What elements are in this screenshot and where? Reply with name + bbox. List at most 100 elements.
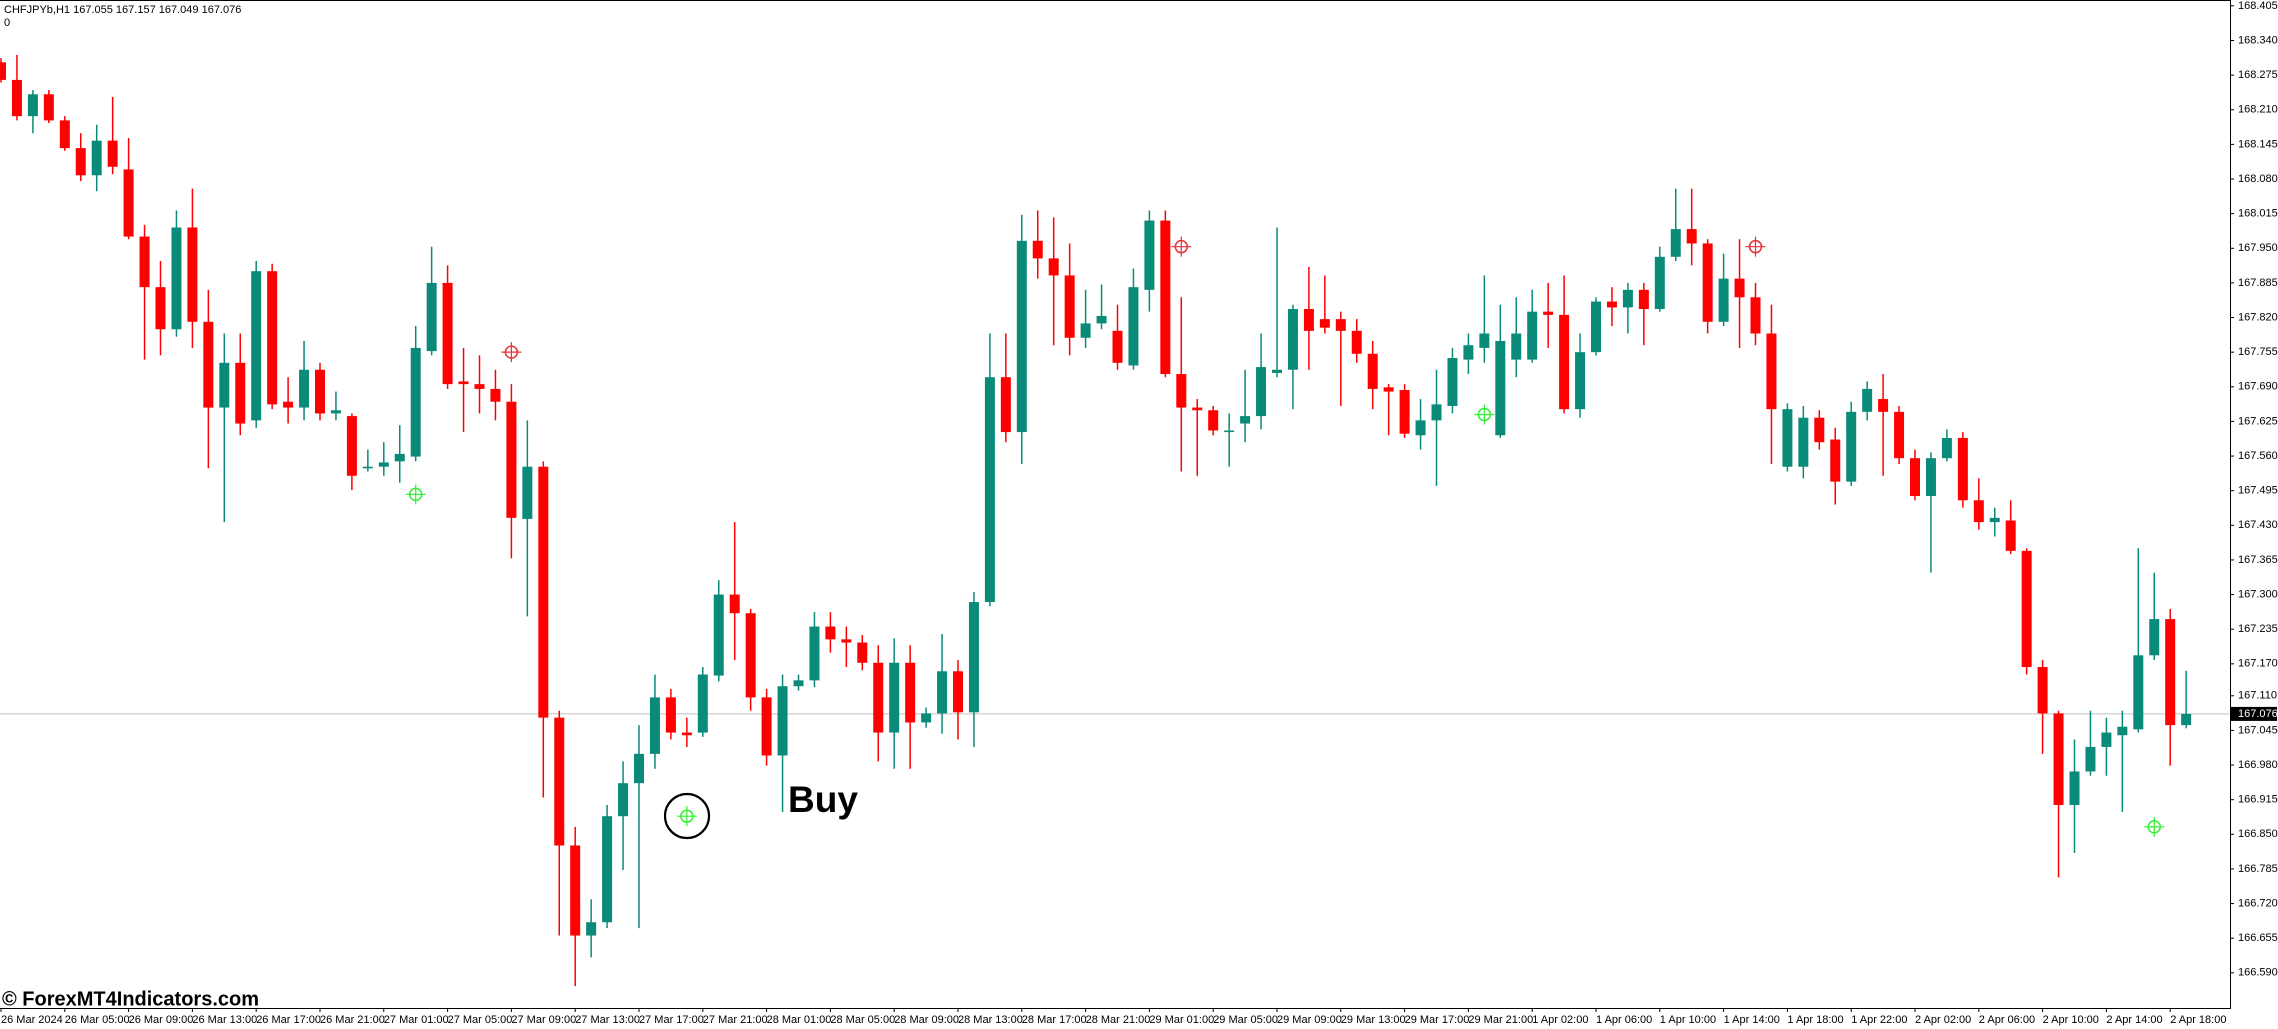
candle-body bbox=[1798, 417, 1809, 467]
candle-body bbox=[1527, 311, 1538, 360]
candle-body bbox=[857, 642, 868, 663]
candle-body bbox=[873, 662, 884, 733]
y-tick-label: 168.405 bbox=[2238, 0, 2278, 12]
x-tick-label: 1 Apr 18:00 bbox=[1787, 1014, 1843, 1026]
annotation-circle bbox=[663, 792, 711, 840]
candle-body bbox=[665, 697, 676, 733]
candle-body bbox=[522, 466, 533, 519]
candle-body bbox=[1957, 437, 1968, 501]
annotation: Buy bbox=[788, 779, 858, 820]
plot-layer bbox=[0, 5, 2234, 1012]
candle-body bbox=[330, 410, 341, 414]
x-tick-label: 28 Mar 09:00 bbox=[894, 1014, 959, 1026]
candle-body bbox=[905, 662, 916, 723]
candle-body bbox=[506, 401, 517, 518]
candle-body bbox=[299, 369, 310, 408]
y-tick-label: 166.590 bbox=[2238, 967, 2278, 979]
candle-body bbox=[378, 462, 389, 467]
y-tick-label: 168.145 bbox=[2238, 138, 2278, 150]
candle-body bbox=[1654, 256, 1665, 310]
candle-body bbox=[1878, 399, 1889, 412]
x-tick-label: 2 Apr 14:00 bbox=[2106, 1014, 2162, 1026]
candle-body bbox=[1240, 416, 1251, 424]
candle-body bbox=[2053, 713, 2064, 806]
x-tick-label: 29 Mar 01:00 bbox=[1149, 1014, 1214, 1026]
candle-body bbox=[586, 922, 597, 936]
candle-body bbox=[809, 626, 820, 681]
x-tick-label: 26 Mar 2024 bbox=[1, 1014, 63, 1026]
x-tick-label: 1 Apr 10:00 bbox=[1660, 1014, 1716, 1026]
y-tick-label: 166.720 bbox=[2238, 897, 2278, 909]
x-tick-label: 27 Mar 09:00 bbox=[511, 1014, 576, 1026]
candle-body bbox=[745, 613, 756, 698]
x-tick-label: 1 Apr 14:00 bbox=[1724, 1014, 1780, 1026]
candle-body bbox=[283, 401, 294, 408]
candle-body bbox=[2037, 667, 2048, 714]
candle-body bbox=[602, 816, 613, 923]
candle-body bbox=[1319, 319, 1330, 328]
symbol: CHFJPYb,H1 bbox=[4, 4, 70, 16]
y-tick-label: 166.980 bbox=[2238, 759, 2278, 771]
candle-body bbox=[171, 227, 182, 330]
candle-body bbox=[1080, 323, 1091, 338]
candle-body bbox=[1048, 258, 1059, 276]
candle-body bbox=[315, 369, 325, 414]
candle-body bbox=[1335, 319, 1346, 331]
candle-body bbox=[1622, 289, 1633, 308]
candle-body bbox=[1894, 411, 1905, 459]
candle-body bbox=[968, 602, 979, 713]
candle-body bbox=[187, 227, 198, 322]
candle-body bbox=[1559, 314, 1570, 410]
y-tick-label: 168.340 bbox=[2238, 34, 2278, 46]
y-tick-label: 167.950 bbox=[2238, 242, 2278, 254]
candle-body bbox=[1192, 407, 1203, 411]
candle-body bbox=[1766, 333, 1777, 410]
indicator-label: 0 bbox=[4, 17, 10, 29]
y-tick-label: 167.235 bbox=[2238, 623, 2278, 635]
candle-body bbox=[1447, 358, 1458, 406]
x-tick-label: 26 Mar 21:00 bbox=[320, 1014, 385, 1026]
x-tick-label: 1 Apr 22:00 bbox=[1851, 1014, 1907, 1026]
candle-body bbox=[91, 140, 102, 176]
candle-body bbox=[1782, 409, 1793, 467]
current-price-box bbox=[2231, 706, 2277, 721]
x-tick-label: 29 Mar 13:00 bbox=[1341, 1014, 1406, 1026]
candle-body bbox=[59, 120, 70, 149]
candle-body bbox=[1224, 430, 1235, 433]
candle-body bbox=[1351, 330, 1362, 354]
candle-body bbox=[1287, 309, 1298, 370]
candle-body bbox=[2069, 771, 2080, 806]
candle-body bbox=[1814, 417, 1825, 443]
candle-body bbox=[2133, 655, 2144, 730]
candle-body bbox=[1941, 437, 1952, 459]
candle-body bbox=[937, 671, 948, 714]
candle-body bbox=[2021, 550, 2032, 668]
candle-body bbox=[1367, 353, 1378, 389]
x-tick-label: 1 Apr 02:00 bbox=[1532, 1014, 1588, 1026]
y-tick-label: 166.850 bbox=[2238, 828, 2278, 840]
x-tick-label: 29 Mar 17:00 bbox=[1405, 1014, 1470, 1026]
y-tick-label: 167.495 bbox=[2238, 485, 2278, 497]
y-tick-label: 167.820 bbox=[2238, 311, 2278, 323]
candle-body bbox=[777, 686, 788, 756]
candle-body bbox=[1144, 220, 1155, 290]
y-tick-label: 167.110 bbox=[2238, 690, 2277, 702]
candle-body bbox=[729, 594, 740, 614]
candle-body bbox=[953, 671, 963, 713]
candle-body bbox=[490, 388, 501, 402]
candle-body bbox=[426, 282, 437, 352]
x-tick-label: 26 Mar 17:00 bbox=[256, 1014, 321, 1026]
candle-body bbox=[1606, 301, 1617, 308]
watermark: © ForexMT4Indicators.com bbox=[2, 988, 259, 1010]
candle-body bbox=[1686, 229, 1697, 244]
candle-body bbox=[1463, 345, 1474, 360]
candle-body bbox=[681, 732, 692, 736]
candle-body bbox=[825, 626, 836, 640]
candle-body bbox=[1479, 333, 1490, 348]
candle-body bbox=[1128, 287, 1139, 366]
header-open: 167.055 bbox=[73, 4, 113, 16]
y-tick-label: 168.275 bbox=[2238, 69, 2278, 81]
x-tick-label: 2 Apr 06:00 bbox=[1979, 1014, 2035, 1026]
y-tick-label: 167.365 bbox=[2238, 554, 2278, 566]
